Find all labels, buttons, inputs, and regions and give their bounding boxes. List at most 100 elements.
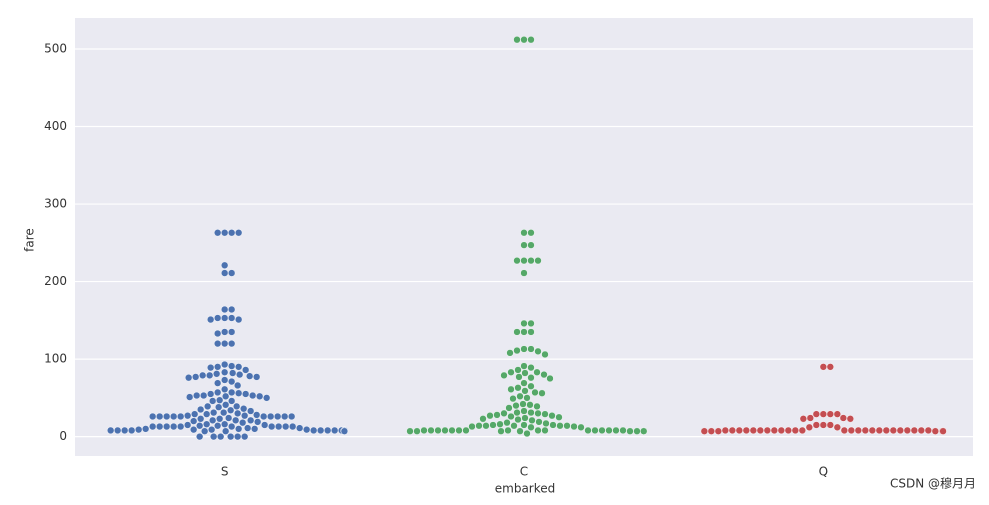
swarm-point xyxy=(812,410,820,418)
swarm-point xyxy=(486,412,494,420)
swarm-point xyxy=(707,427,715,435)
swarm-point xyxy=(799,415,807,423)
swarm-point xyxy=(777,426,785,435)
swarm-point xyxy=(215,403,223,411)
swarm-point xyxy=(806,414,814,422)
swarm-point xyxy=(210,408,218,417)
swarm-point xyxy=(896,426,904,435)
swarm-point xyxy=(177,412,185,421)
swarm-point xyxy=(228,339,236,348)
swarm-point xyxy=(721,426,729,435)
swarm-point xyxy=(190,417,198,425)
swarm-point xyxy=(519,400,527,408)
swarm-point xyxy=(214,329,222,338)
swarm-point xyxy=(548,412,556,420)
swarm-point xyxy=(221,339,229,348)
swarm-point xyxy=(210,433,218,441)
swarm-point xyxy=(214,314,222,322)
swarm-point xyxy=(234,409,242,417)
swarm-point xyxy=(626,427,634,435)
swarm-point xyxy=(520,229,528,237)
swarm-point xyxy=(549,421,557,429)
swarm-point xyxy=(763,426,771,435)
y-tick-label: 500 xyxy=(44,42,67,56)
swarm-point xyxy=(506,349,514,357)
swarm-point xyxy=(931,427,939,435)
swarm-point xyxy=(521,369,529,377)
swarm-point xyxy=(541,350,549,359)
swarm-point xyxy=(281,412,289,421)
swarm-point xyxy=(875,426,883,435)
swarm-point xyxy=(199,371,207,379)
swarm-point xyxy=(200,391,208,400)
swarm-point xyxy=(826,410,834,418)
swarm-point xyxy=(889,426,897,435)
swarm-point xyxy=(854,426,862,435)
swarm-point xyxy=(496,420,504,428)
swarm-point xyxy=(493,411,501,419)
x-tick-label: C xyxy=(520,465,528,479)
swarm-point xyxy=(507,368,515,376)
swarm-point xyxy=(185,374,193,382)
swarm-point xyxy=(728,426,736,435)
swarm-point xyxy=(840,426,848,435)
swarm-point xyxy=(591,426,599,435)
x-axis-label: embarked xyxy=(495,482,556,496)
swarm-point xyxy=(217,433,225,441)
swarm-point xyxy=(221,229,229,237)
swarm-point xyxy=(598,426,606,435)
swarm-point xyxy=(482,422,490,430)
swarm-point xyxy=(197,405,205,414)
swarm-point xyxy=(584,426,592,435)
swarm-point xyxy=(228,377,236,386)
swarm-point xyxy=(570,422,578,431)
swarm-point xyxy=(221,368,229,376)
swarm-point xyxy=(513,257,521,265)
swarm-point xyxy=(791,426,799,435)
swarm-point xyxy=(756,426,764,435)
x-tick-label: S xyxy=(221,465,229,479)
swarm-point xyxy=(805,423,813,431)
swarm-point xyxy=(903,426,911,435)
swarm-point xyxy=(527,345,535,353)
swarm-point xyxy=(520,407,528,415)
swarm-point xyxy=(128,426,136,435)
swarm-point xyxy=(540,371,548,379)
swarm-point xyxy=(228,362,236,370)
swarm-point xyxy=(503,419,511,427)
swarm-point xyxy=(197,415,205,423)
swarm-point xyxy=(222,401,230,409)
swarm-point xyxy=(861,426,869,435)
swarm-point xyxy=(253,373,261,381)
swarm-point xyxy=(149,422,157,431)
swarm-point xyxy=(254,418,262,426)
swarm-point xyxy=(514,384,522,392)
swarm-point xyxy=(520,421,528,429)
swarm-point xyxy=(235,315,243,324)
swarm-point xyxy=(213,370,221,378)
swarm-point xyxy=(214,363,222,371)
swarm-point xyxy=(533,402,541,410)
swarm-point xyxy=(839,414,847,422)
swarm-point xyxy=(190,426,198,434)
swarm-point xyxy=(216,415,224,423)
swarm-point xyxy=(177,422,185,431)
swarm-point xyxy=(513,408,521,417)
swarm-point xyxy=(427,426,435,435)
swarm-point xyxy=(247,416,255,424)
swarm-point xyxy=(142,425,150,433)
swarm-point xyxy=(228,422,236,431)
swarm-point xyxy=(541,410,549,418)
swarm-point xyxy=(507,412,515,421)
swarm-point xyxy=(833,423,841,431)
swarm-point xyxy=(207,315,215,324)
swarm-point xyxy=(196,433,204,441)
swarm-point xyxy=(523,394,531,402)
swarm-point xyxy=(520,328,528,336)
swarm-point xyxy=(924,426,932,435)
swarm-point xyxy=(521,414,529,422)
swarm-point xyxy=(267,412,275,421)
swarm-point xyxy=(833,410,841,418)
y-axis-label: fare xyxy=(23,228,37,252)
swarm-point xyxy=(214,422,222,430)
